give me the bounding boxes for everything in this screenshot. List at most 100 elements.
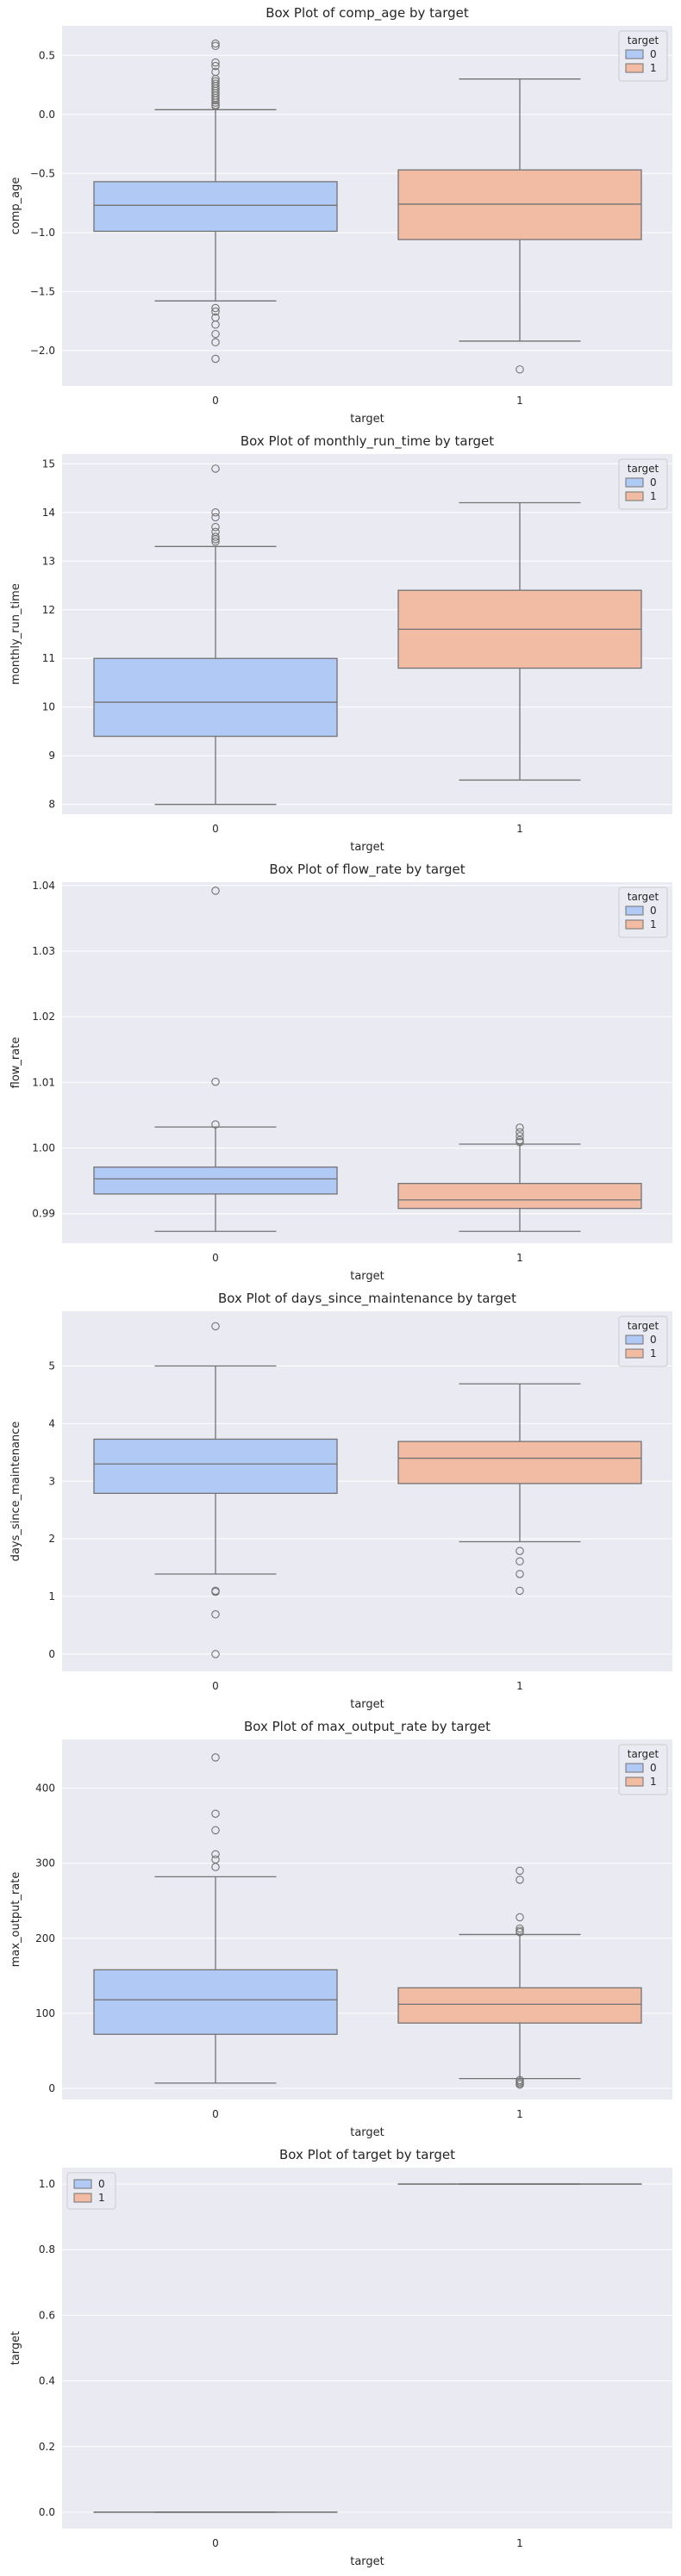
legend-frame (66, 2172, 116, 2210)
outlier-point (211, 537, 220, 546)
y-tick-label: 14 (42, 507, 55, 519)
outlier-point (211, 320, 220, 329)
y-tick-label: 0 (48, 1648, 55, 1660)
y-tick-label: 1.0 (39, 2178, 55, 2190)
legend-label: 0 (650, 1334, 657, 1346)
y-tick-label: 1.00 (32, 1142, 55, 1154)
y-tick-label: 3 (48, 1475, 55, 1487)
chart-title: Box Plot of comp_age by target (266, 5, 469, 22)
legend-swatch-0 (73, 2179, 92, 2189)
box-iqr (397, 1987, 642, 2024)
y-tick-label: 2 (48, 1533, 55, 1545)
box-iqr (93, 1166, 338, 1195)
legend-title: target (628, 1748, 659, 1760)
outlier-point (515, 1128, 524, 1137)
legend-label: 0 (650, 905, 657, 917)
outlier-point (211, 1753, 220, 1762)
outlier-point (211, 58, 220, 67)
outlier-point (211, 354, 220, 364)
y-axis-label: comp_age (9, 177, 22, 235)
outlier-point (211, 1120, 220, 1129)
outlier-point (211, 39, 220, 48)
legend-label: 1 (98, 2192, 105, 2204)
outlier-point (211, 1650, 220, 1658)
y-tick-label: 300 (35, 1857, 55, 1870)
outlier-point (211, 1610, 220, 1619)
legend-swatch-1 (625, 63, 644, 73)
y-tick-label: −1.5 (30, 285, 55, 297)
outlier-point (211, 535, 220, 544)
y-tick-label: 0.8 (39, 2243, 55, 2256)
legend-swatch-0 (625, 49, 644, 59)
outlier-point (515, 1924, 524, 1933)
y-tick-label: 0 (48, 2082, 55, 2094)
y-tick-label: 400 (35, 1783, 55, 1795)
x-tick-label: 1 (516, 1680, 523, 1692)
y-tick-label: 1.04 (32, 880, 55, 892)
legend-swatch-1 (625, 1348, 644, 1359)
x-tick-label: 0 (212, 823, 219, 835)
y-tick-label: 10 (42, 701, 55, 713)
outlier-point (211, 98, 220, 107)
box-iqr (93, 1438, 338, 1494)
outlier-point (515, 1546, 524, 1555)
outlier-point (211, 303, 220, 313)
legend-swatch-1 (625, 919, 644, 930)
legend-title: target (628, 891, 659, 903)
outlier-point (211, 307, 220, 316)
y-tick-label: 1.01 (32, 1076, 55, 1088)
y-axis-label: monthly_run_time (9, 583, 22, 685)
box-category-0 (93, 1322, 338, 1658)
outlier-point (515, 1137, 524, 1147)
outlier-point (211, 1809, 220, 1818)
outlier-point (515, 1557, 524, 1566)
outlier-point (211, 1850, 220, 1858)
legend-label: 0 (650, 1762, 657, 1774)
y-tick-label: 0.6 (39, 2309, 55, 2321)
y-tick-label: 1.03 (32, 945, 55, 957)
y-tick-label: 200 (35, 1932, 55, 1944)
outlier-point (211, 1826, 220, 1835)
outlier-point (211, 1587, 220, 1596)
y-tick-label: 15 (42, 457, 55, 470)
x-tick-label: 0 (212, 395, 219, 407)
legend-label: 0 (650, 48, 657, 60)
y-tick-label: 0.4 (39, 2375, 55, 2387)
outlier-point (515, 1866, 524, 1876)
y-tick-label: 4 (48, 1417, 55, 1429)
y-tick-label: 1 (48, 1590, 55, 1602)
x-axis-label: target (350, 841, 384, 854)
box-category-1 (397, 501, 642, 781)
box-category-0 (93, 887, 338, 1232)
outlier-point (211, 41, 220, 51)
x-axis-label: target (350, 2555, 384, 2568)
outlier-point (211, 522, 220, 532)
x-tick-label: 0 (212, 1252, 219, 1264)
outlier-point (515, 1928, 524, 1937)
y-tick-label: 100 (35, 2007, 55, 2019)
y-tick-label: 8 (48, 799, 55, 811)
y-tick-label: 11 (42, 652, 55, 664)
box-iqr (397, 1440, 642, 1484)
y-tick-label: 5 (48, 1360, 55, 1372)
outlier-point (211, 96, 220, 105)
box-category-0 (93, 1753, 338, 2084)
legend-swatch-0 (625, 477, 644, 488)
legend-label: 0 (98, 2178, 105, 2190)
x-axis-label: target (350, 1698, 384, 1711)
plot-area (62, 2168, 672, 2529)
y-tick-label: −0.5 (30, 167, 55, 179)
x-axis-label: target (350, 2126, 384, 2139)
y-tick-label: 0.0 (39, 2506, 55, 2518)
y-tick-label: 0.99 (32, 1208, 55, 1220)
outlier-point (211, 338, 220, 347)
legend-label: 1 (650, 490, 657, 502)
box-category-1 (397, 1866, 642, 2089)
subplot-1: −2.0 −1.5 −1.0 −0.5 0.0 0.5 0 1 Box Plot of comp… (9, 5, 672, 426)
y-axis-label: days_since_maintenance (9, 1422, 22, 1562)
chart-title: Box Plot of max_output_rate by target (244, 1719, 490, 1735)
x-tick-label: 1 (516, 395, 523, 407)
